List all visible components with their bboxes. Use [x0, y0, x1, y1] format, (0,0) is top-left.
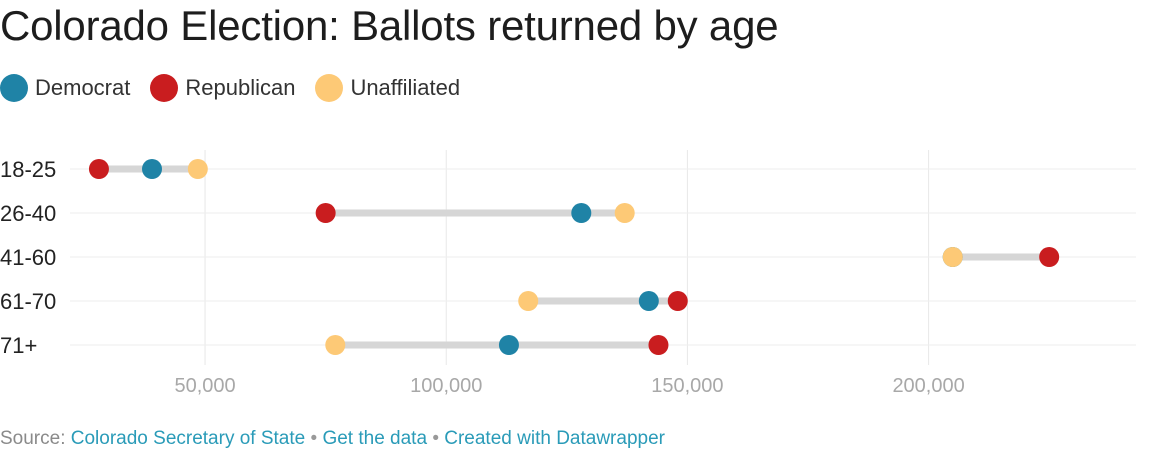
- x-tick-label: 50,000: [174, 375, 235, 397]
- democrat-dot: [638, 291, 659, 311]
- legend-item-republican: Republican: [150, 74, 295, 102]
- legend-label-unaffiliated: Unaffiliated: [350, 75, 461, 100]
- footer: Source: Colorado Secretary of State • Ge…: [0, 428, 665, 450]
- get-data-link[interactable]: Get the data: [322, 428, 428, 449]
- category-label: 61-70: [0, 289, 56, 314]
- republican-dot: [315, 203, 336, 223]
- footer-separator: •: [432, 428, 439, 449]
- category-label: 26-40: [0, 201, 56, 226]
- unaffiliated-dot: [187, 159, 208, 179]
- dot-range-chart: 18-25 26-40 41-60 61-70 71+ 50,000 100,000 150,…: [0, 150, 1136, 397]
- legend-item-democrat: Democrat: [0, 74, 130, 102]
- legend-swatch-democrat: [0, 74, 28, 102]
- x-tick-label: 200,000: [892, 375, 964, 397]
- democrat-dot: [571, 203, 592, 223]
- footer-separator: •: [310, 428, 318, 449]
- unaffiliated-dot: [518, 291, 539, 311]
- republican-dot: [667, 291, 688, 311]
- republican-dot: [88, 159, 109, 179]
- democrat-dot: [498, 335, 519, 355]
- x-tick-label: 150,000: [651, 375, 723, 397]
- legend-label-republican: Republican: [185, 75, 296, 100]
- republican-dot: [648, 335, 669, 355]
- category-label: 18-25: [0, 157, 56, 182]
- unaffiliated-dot: [325, 335, 346, 355]
- source-prefix: Source:: [0, 428, 66, 449]
- legend-swatch-unaffiliated: [315, 74, 344, 102]
- category-label: 41-60: [0, 245, 56, 270]
- category-label: 71+: [0, 333, 37, 358]
- unaffiliated-dot: [942, 247, 963, 267]
- chart-title: Colorado Election: Ballots returned by a…: [0, 2, 779, 49]
- republican-dot: [1039, 247, 1060, 267]
- source-link[interactable]: Colorado Secretary of State: [70, 428, 306, 449]
- legend: Democrat Republican Unaffiliated: [0, 72, 480, 104]
- democrat-dot: [142, 159, 162, 179]
- unaffiliated-dot: [614, 203, 635, 223]
- legend-swatch-republican: [150, 74, 179, 102]
- legend-item-unaffiliated: Unaffiliated: [315, 74, 460, 102]
- datawrapper-credit-link[interactable]: Created with Datawrapper: [444, 428, 665, 449]
- x-tick-label: 100,000: [410, 375, 482, 397]
- legend-label-democrat: Democrat: [35, 75, 131, 100]
